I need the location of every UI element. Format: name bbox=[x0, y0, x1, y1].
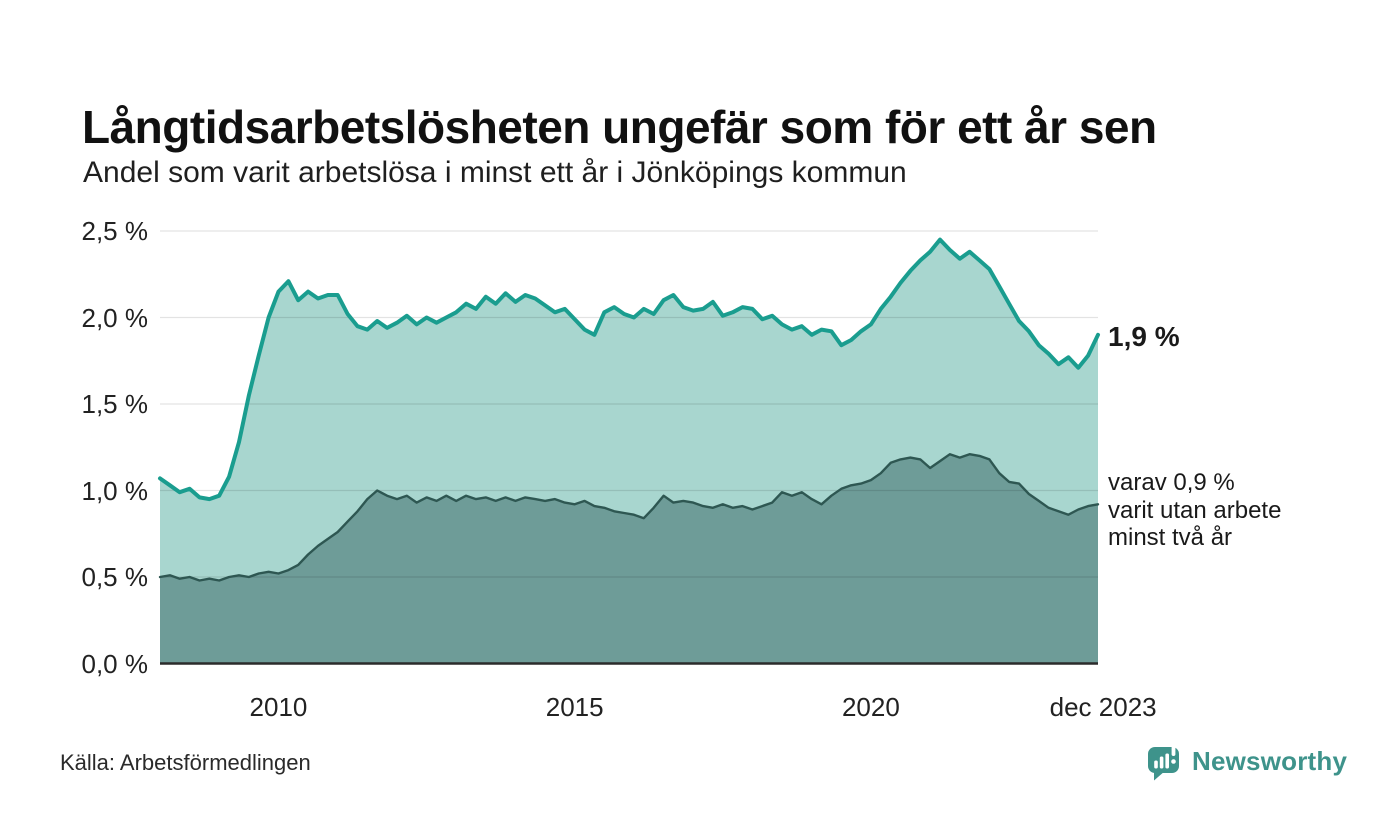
y-tick-label: 0,0 % bbox=[81, 648, 149, 679]
y-tick-label: 1,5 % bbox=[81, 389, 149, 419]
series-line bbox=[158, 237, 1100, 502]
subset-annotation: varav 0,9 % varit utan arbete minst två … bbox=[1108, 469, 1281, 552]
series-area bbox=[160, 454, 1098, 664]
subset-annotation-line: varav 0,9 % bbox=[1108, 469, 1235, 496]
y-tick-label: 2,0 % bbox=[81, 302, 149, 333]
area-chart bbox=[158, 230, 1100, 665]
latest-value-annotation: 1,9 % bbox=[1108, 321, 1180, 352]
x-tick-label: 2020 bbox=[841, 692, 900, 722]
x-tick-label: 2010 bbox=[249, 692, 308, 722]
y-tick-label: 2,5 % bbox=[81, 216, 149, 246]
brand-logo: Newsworthy bbox=[1147, 741, 1347, 781]
chart-subtitle: Andel som varit arbetslösa i minst ett å… bbox=[83, 156, 907, 189]
subset-annotation-line: varit utan arbete bbox=[1108, 496, 1282, 524]
y-tick-label: 1,0 % bbox=[81, 475, 149, 506]
series-line bbox=[158, 453, 1100, 582]
subset-annotation-line: minst två år bbox=[1108, 524, 1233, 551]
y-tick-label: 0,5 % bbox=[81, 562, 149, 592]
brand-name: Newsworthy bbox=[1192, 745, 1348, 776]
source-credit: Källa: Arbetsförmedlingen bbox=[60, 750, 311, 775]
x-tick-label: 2015 bbox=[545, 692, 604, 722]
x-tick-label: dec 2023 bbox=[1049, 692, 1157, 722]
page-title: Långtidsarbetslösheten ungefär som för e… bbox=[82, 100, 1157, 153]
newsworthy-bubble-chart-icon bbox=[1148, 742, 1179, 781]
